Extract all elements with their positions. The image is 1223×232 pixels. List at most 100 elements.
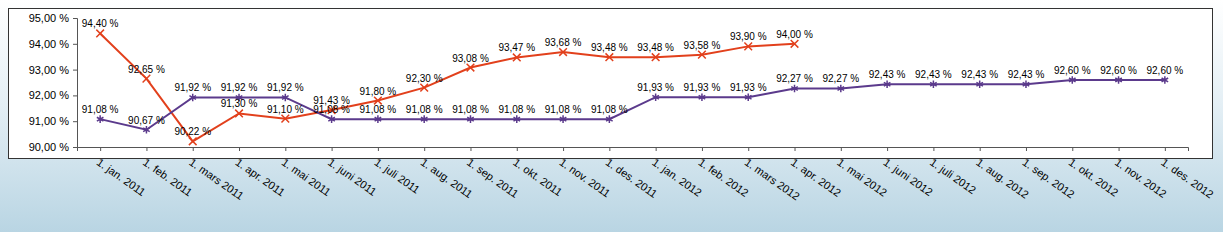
series-marker (1162, 76, 1169, 84)
data-label: 91,92 % (174, 82, 211, 93)
x-tick-mark (841, 147, 842, 151)
data-label: 91,93 % (730, 82, 767, 93)
x-tick: 1. feb. 2011 (141, 147, 195, 199)
data-label: 92,43 % (961, 69, 998, 80)
x-tick-mark (239, 147, 240, 151)
data-label: 92,43 % (1008, 69, 1045, 80)
series-marker (281, 115, 289, 123)
x-tick: 1. mars 2011 (187, 147, 246, 202)
x-tick: 1. des. 2012 (1159, 147, 1215, 200)
x-tick-label: 1. juni 2012 (881, 156, 934, 198)
y-tick: 93,00 % (29, 64, 77, 76)
y-tick-mark (73, 44, 77, 45)
x-tick: 1. aug. 2011 (419, 147, 475, 200)
series-marker (699, 93, 706, 101)
x-tick-mark (1072, 147, 1073, 151)
x-tick: 1. aug. 2012 (974, 147, 1031, 201)
series-marker (421, 115, 428, 123)
series-marker (976, 81, 983, 89)
x-tick-mark (609, 147, 610, 151)
x-tick-label: 1. juni 2011 (326, 156, 379, 198)
data-label: 93,90 % (730, 31, 767, 42)
x-tick-label: 1. okt. 2012 (1067, 156, 1121, 199)
data-label: 92,60 % (1054, 65, 1091, 76)
y-tick-label: 91,00 % (29, 115, 70, 127)
series-marker (791, 85, 798, 93)
x-tick-mark (517, 147, 518, 151)
y-tick-label: 90,00 % (29, 141, 70, 153)
x-tick: 1. juli 2011 (372, 147, 422, 196)
data-label: 92,60 % (1147, 65, 1184, 76)
x-tick: 1. mars 2012 (743, 147, 802, 202)
series-marker (1023, 81, 1030, 89)
series-marker (791, 40, 799, 48)
series-line (100, 33, 794, 141)
data-label: 92,27 % (776, 73, 813, 84)
x-tick-mark (795, 147, 796, 151)
data-label: 93,48 % (637, 42, 674, 53)
x-tick-label: 1. jan. 2012 (650, 156, 704, 199)
data-label: 91,93 % (637, 82, 674, 93)
data-label: 92,43 % (915, 69, 952, 80)
series-marker (467, 64, 475, 72)
series-marker (513, 54, 521, 62)
x-tick-label: 1. juli 2012 (928, 156, 978, 196)
x-axis: 1. jan. 20111. feb. 20111. mars 20111. a… (78, 147, 1216, 202)
data-label: 93,08 % (452, 53, 489, 64)
data-label: 93,47 % (498, 42, 535, 53)
data-label: 91,08 % (313, 104, 350, 115)
data-label: 93,68 % (545, 37, 582, 48)
x-tick: 1. okt. 2012 (1067, 147, 1121, 199)
x-tick-mark (1026, 147, 1027, 151)
x-tick-mark (378, 147, 379, 151)
x-tick: 1. juni 2011 (326, 147, 379, 198)
x-tick: 1. jan. 2011 (94, 147, 147, 198)
x-tick-label: 1. nov. 2011 (557, 156, 612, 200)
data-label: 91,08 % (360, 104, 397, 115)
data-label: 92,65 % (128, 64, 165, 75)
data-label: 90,67 % (128, 115, 165, 126)
series-marker (698, 51, 706, 59)
data-label: 91,08 % (452, 104, 489, 115)
series-marker (560, 115, 567, 123)
x-tick: 1. juli 2012 (928, 147, 978, 196)
x-tick: 1. sep. 2011 (465, 147, 521, 200)
x-tick-label: 1. apr. 2012 (789, 156, 843, 199)
data-label: 91,30 % (221, 98, 258, 109)
x-tick-mark (933, 147, 934, 151)
y-tick: 94,00 % (29, 38, 77, 50)
series-line (100, 80, 1165, 130)
data-label: 91,10 % (267, 104, 304, 115)
series-marker (282, 94, 289, 102)
x-tick-label: 1. mai 2011 (280, 156, 333, 198)
series-marker (744, 43, 752, 51)
data-label: 94,00 % (776, 29, 813, 40)
x-tick-mark (1165, 147, 1166, 151)
x-tick-mark (332, 147, 333, 151)
series-marker (97, 115, 104, 123)
series-marker (838, 85, 845, 93)
data-label: 90,22 % (174, 126, 211, 137)
x-tick-mark (1119, 147, 1120, 151)
x-tick: 1. sep. 2012 (1020, 147, 1076, 200)
x-tick: 1. apr. 2012 (789, 147, 843, 199)
series-marker (652, 93, 659, 101)
y-tick-mark (73, 95, 77, 96)
data-label: 91,92 % (267, 82, 304, 93)
series-marker (467, 115, 474, 123)
series-marker (143, 75, 151, 83)
series-marker (96, 30, 104, 38)
y-tick-label: 95,00 % (29, 12, 70, 24)
series-marker (559, 48, 567, 56)
data-label: 92,43 % (869, 69, 906, 80)
series-marker (930, 81, 937, 89)
x-tick: 1. juni 2012 (881, 147, 934, 198)
x-tick: 1. apr. 2011 (233, 147, 287, 199)
x-tick-label: 1. okt. 2011 (511, 156, 564, 198)
x-tick-mark (285, 147, 286, 151)
x-tick-label: 1. mai 2012 (835, 156, 889, 199)
x-tick-mark (748, 147, 749, 151)
y-tick-label: 94,00 % (29, 38, 70, 50)
data-label: 93,58 % (684, 40, 721, 51)
y-tick-label: 92,00 % (29, 89, 70, 101)
